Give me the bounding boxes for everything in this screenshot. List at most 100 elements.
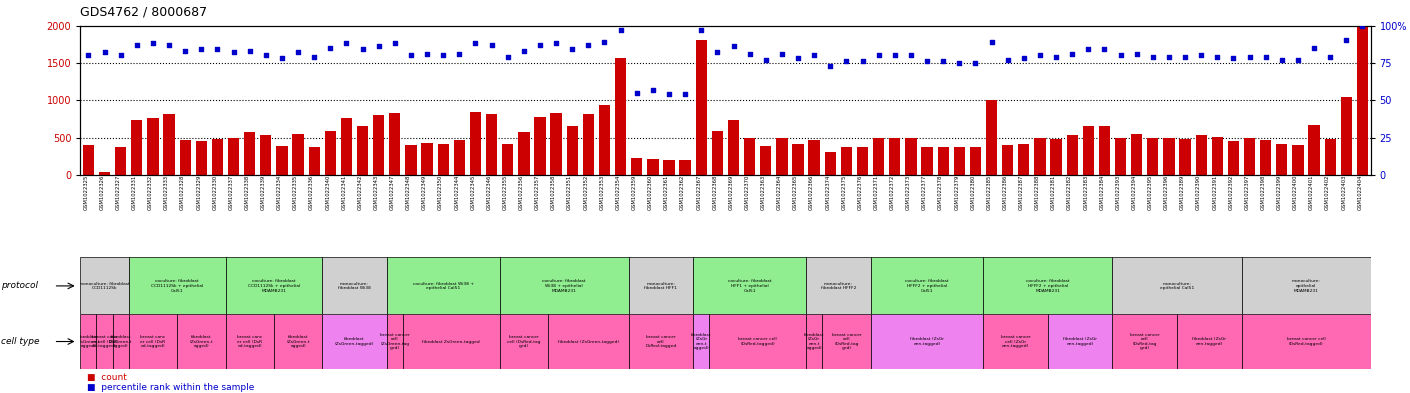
Bar [567, 126, 578, 175]
Bar [486, 114, 498, 175]
Point [1190, 52, 1213, 59]
Bar [1341, 97, 1352, 175]
Text: GSM1022337: GSM1022337 [228, 175, 234, 210]
Point [303, 54, 326, 60]
Point [1012, 55, 1035, 62]
Bar [470, 112, 481, 175]
Bar [1131, 134, 1142, 175]
Point [689, 27, 712, 33]
Point [626, 90, 649, 96]
Point [1238, 54, 1261, 60]
Text: coculture: fibroblast
CCD1112Sk + epithelial
Cal51: coculture: fibroblast CCD1112Sk + epithe… [151, 279, 203, 292]
Text: breast canc
er cell (DsR
ed-tagged): breast canc er cell (DsR ed-tagged) [141, 335, 165, 348]
Bar [274, 314, 323, 369]
Bar [857, 147, 869, 175]
Bar [1242, 257, 1371, 314]
Text: GSM1022330: GSM1022330 [213, 175, 217, 210]
Bar [840, 147, 852, 175]
Point [819, 63, 842, 69]
Bar [986, 100, 997, 175]
Bar [83, 145, 94, 175]
Bar [548, 314, 629, 369]
Bar [647, 159, 658, 175]
Bar [680, 160, 691, 175]
Bar [709, 314, 807, 369]
Point [544, 40, 567, 47]
Point [787, 55, 809, 62]
Point [802, 52, 825, 59]
Point [1045, 54, 1067, 60]
Text: fibroblast
(ZsGreen-t
agged): fibroblast (ZsGreen-t agged) [109, 335, 133, 348]
Text: GSM1022403: GSM1022403 [1341, 175, 1347, 210]
Point [642, 86, 664, 93]
Bar [870, 314, 984, 369]
Text: GSM1022371: GSM1022371 [874, 175, 878, 210]
Point [255, 52, 278, 59]
Text: fibroblast (ZsGr
een-tagged): fibroblast (ZsGr een-tagged) [1193, 337, 1227, 346]
Text: GSM1022384: GSM1022384 [1100, 175, 1104, 210]
Point [997, 57, 1019, 63]
Bar [80, 257, 128, 314]
Text: GSM1022326: GSM1022326 [100, 175, 104, 210]
Point [448, 51, 471, 57]
Bar [873, 138, 884, 175]
Point [223, 49, 245, 55]
Bar [629, 257, 694, 314]
Text: GSM1022392: GSM1022392 [1228, 175, 1234, 210]
Bar [712, 131, 723, 175]
Text: fibroblast
(ZsGreen-t
agged): fibroblast (ZsGreen-t agged) [189, 335, 213, 348]
Text: monoculture:
epithelial Cal51: monoculture: epithelial Cal51 [1160, 282, 1194, 290]
Bar [96, 314, 113, 369]
Text: breast cancer
cell (ZsGr
een-tagged): breast cancer cell (ZsGr een-tagged) [1001, 335, 1031, 348]
Text: GSM1022351: GSM1022351 [567, 175, 572, 210]
Bar [131, 119, 142, 175]
Bar [502, 143, 513, 175]
Text: GSM1022381: GSM1022381 [1050, 175, 1056, 210]
Point [722, 43, 744, 50]
Text: GSM1022331: GSM1022331 [131, 175, 137, 210]
Text: GSM1022355: GSM1022355 [503, 175, 508, 210]
Bar [1242, 314, 1371, 369]
Bar [323, 257, 386, 314]
Bar [1098, 126, 1110, 175]
Text: GSM1022363: GSM1022363 [761, 175, 766, 210]
Point [125, 42, 148, 48]
Point [932, 58, 955, 64]
Bar [212, 139, 223, 175]
Text: GDS4762 / 8000687: GDS4762 / 8000687 [80, 6, 207, 19]
Bar [1115, 138, 1127, 175]
Text: GSM1022383: GSM1022383 [1083, 175, 1089, 210]
Bar [178, 314, 226, 369]
Text: GSM1022340: GSM1022340 [326, 175, 330, 210]
Point [78, 52, 100, 59]
Text: GSM1022338: GSM1022338 [245, 175, 250, 210]
Bar [953, 147, 964, 175]
Point [1206, 54, 1228, 60]
Text: cell type: cell type [1, 337, 39, 346]
Text: GSM1022386: GSM1022386 [1003, 175, 1008, 210]
Text: GSM1022394: GSM1022394 [1132, 175, 1136, 210]
Point [93, 49, 116, 55]
Text: ■  count: ■ count [87, 373, 127, 382]
Point [1318, 54, 1341, 60]
Bar [629, 314, 694, 369]
Bar [196, 141, 207, 175]
Bar [695, 40, 706, 175]
Point [1287, 57, 1310, 63]
Text: monoculture:
fibroblast Wi38: monoculture: fibroblast Wi38 [338, 282, 371, 290]
Text: GSM1022380: GSM1022380 [970, 175, 976, 210]
Point [190, 46, 213, 53]
Text: fibroblast
(ZsGreen-tagged): fibroblast (ZsGreen-tagged) [336, 337, 374, 346]
Bar [179, 140, 190, 175]
Text: GSM1022360: GSM1022360 [647, 175, 653, 210]
Bar [113, 314, 128, 369]
Point [496, 54, 519, 60]
Text: coculture: fibroblast Wi38 +
epithelial Cal51: coculture: fibroblast Wi38 + epithelial … [413, 282, 474, 290]
Bar [226, 257, 323, 314]
Bar [1048, 314, 1112, 369]
Bar [324, 131, 336, 175]
Point [964, 60, 987, 66]
Point [915, 58, 938, 64]
Text: ■  percentile rank within the sample: ■ percentile rank within the sample [87, 383, 255, 391]
Bar [1293, 145, 1304, 175]
